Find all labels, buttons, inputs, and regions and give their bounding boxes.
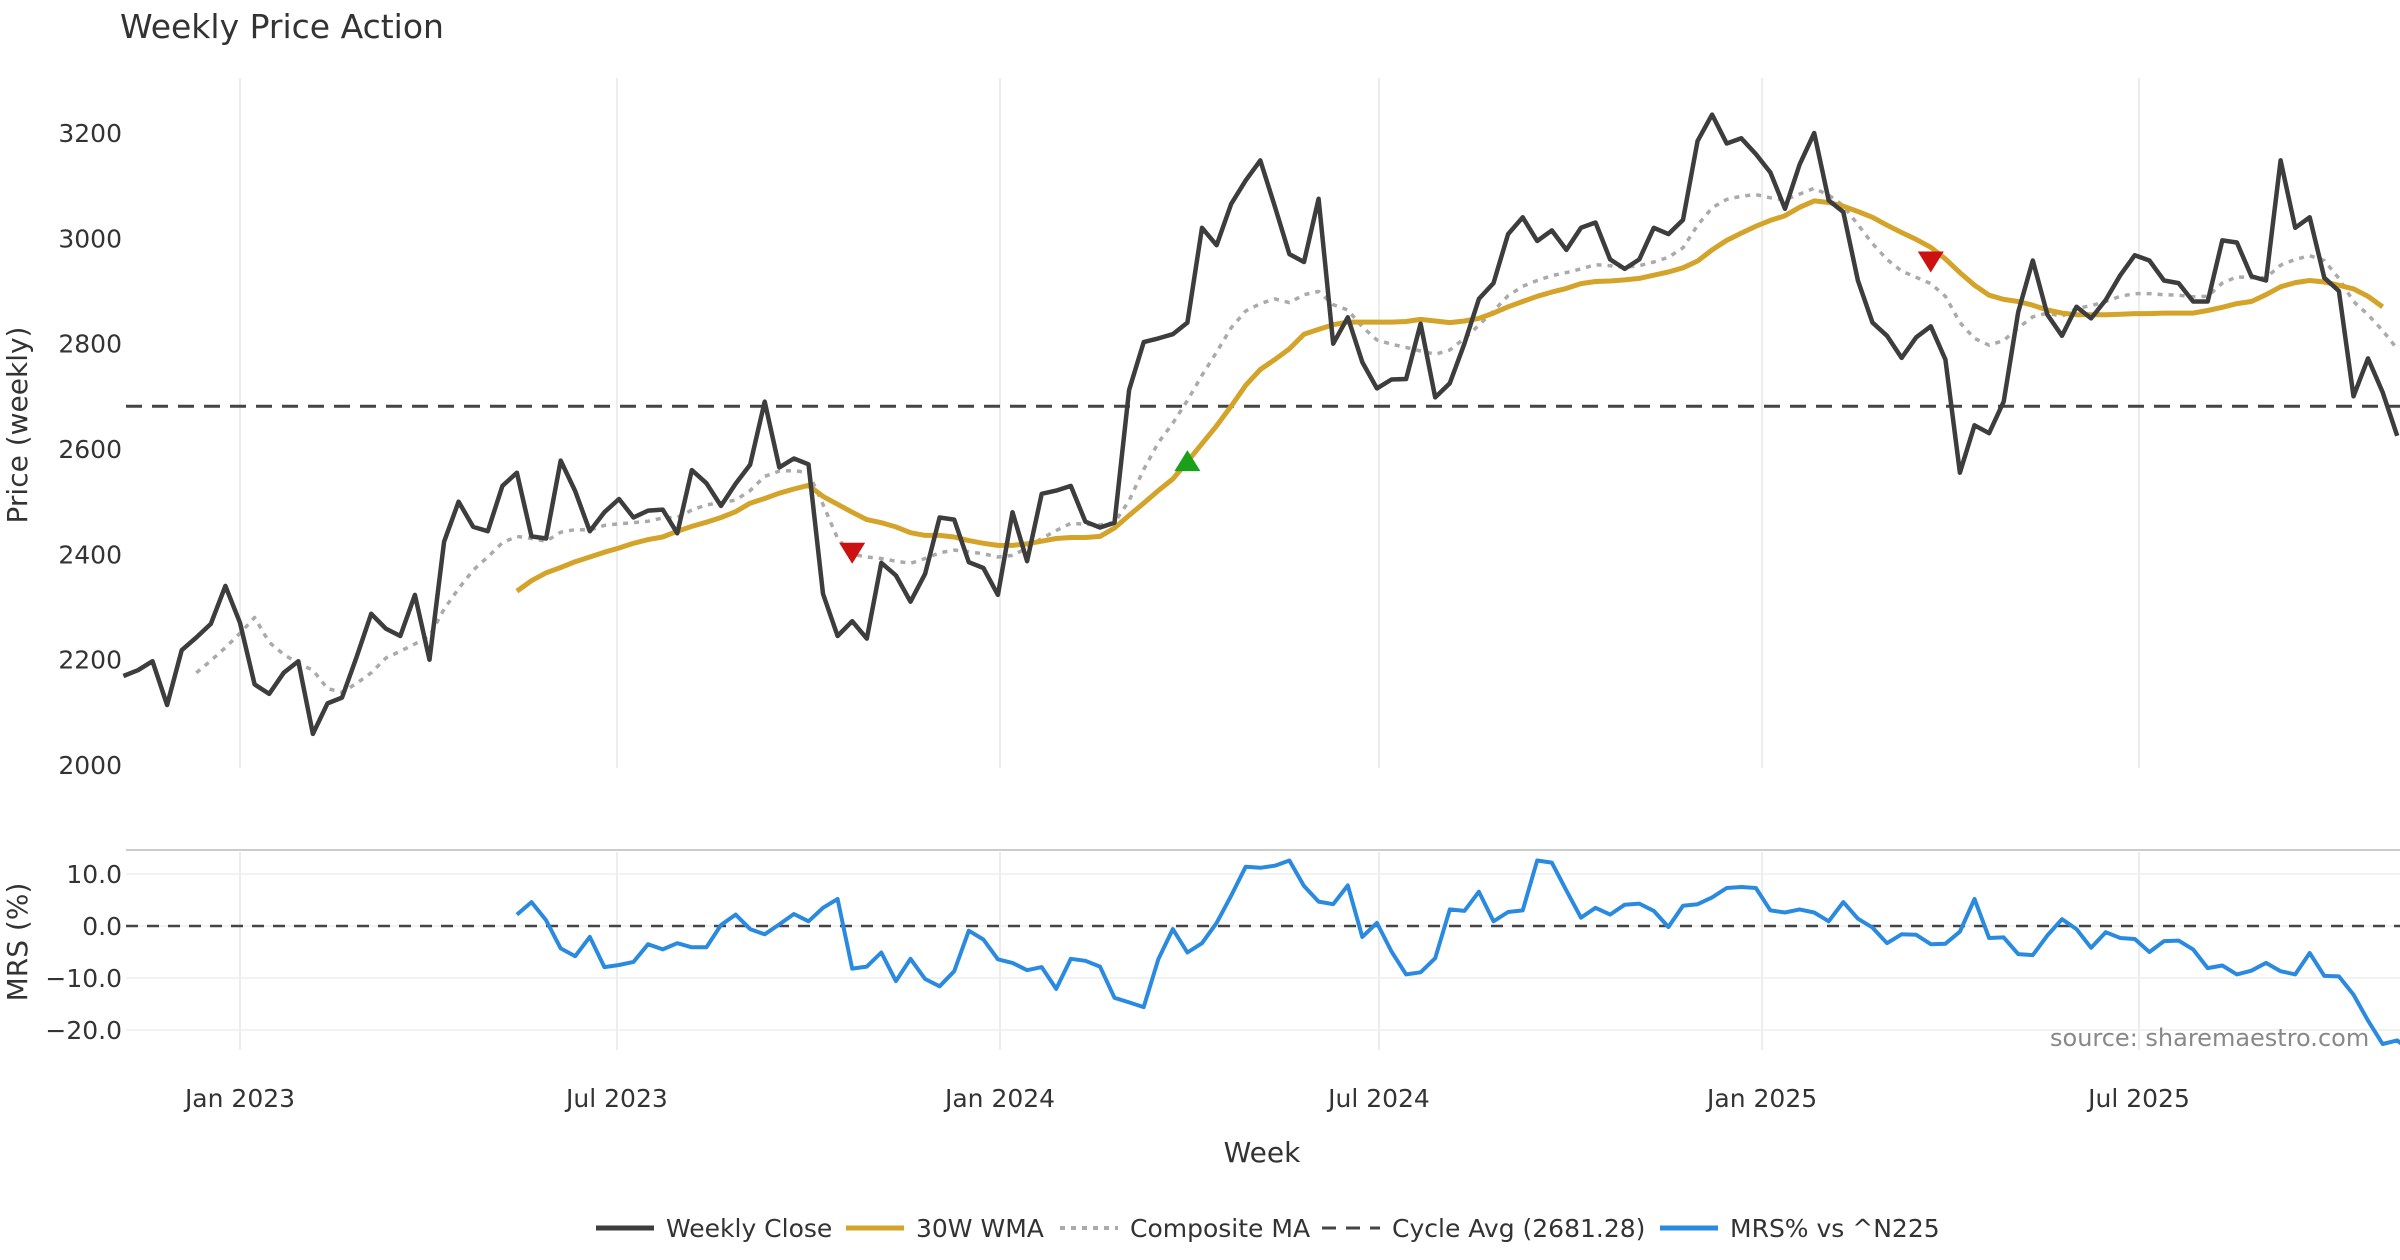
price-y-tick-label: 3000 xyxy=(58,224,122,253)
mrs-y-tick-label: −10.0 xyxy=(45,964,122,993)
buy-signal-marker xyxy=(1174,450,1201,472)
grid-lines xyxy=(126,78,2400,1050)
x-tick-label: Jul 2023 xyxy=(564,1084,668,1113)
mrs-panel: −20.0 −10.0 0.0 10.0 xyxy=(45,849,2400,1046)
x-tick-label: Jan 2024 xyxy=(943,1084,1055,1113)
sell-signal-marker xyxy=(1917,251,1944,273)
legend-label: Composite MA xyxy=(1130,1214,1310,1243)
x-tick-label: Jul 2024 xyxy=(1326,1084,1430,1113)
x-axis-label: Week xyxy=(1224,1136,1301,1169)
price-y-tick-label: 2200 xyxy=(58,646,122,675)
x-axis: Jan 2023 Jul 2023 Jan 2024 Jul 2024 Jan 2025… xyxy=(183,1084,2190,1113)
legend: Weekly Close 30W WMA Composite MA Cycle Avg… xyxy=(596,1214,1940,1243)
legend-label: 30W WMA xyxy=(916,1214,1044,1243)
mrs-line xyxy=(515,858,2400,1046)
price-y-tick-label: 3200 xyxy=(58,119,122,148)
legend-label: MRS% vs ^N225 xyxy=(1730,1214,1940,1243)
source-note: source: sharemaestro.com xyxy=(2050,1024,2369,1052)
chart-title: Weekly Price Action xyxy=(120,7,444,46)
price-y-tick-label: 2800 xyxy=(58,330,122,359)
composite-ma-line xyxy=(195,186,2399,695)
mrs-y-axis-label: MRS (%) xyxy=(1,883,34,1002)
mrs-y-tick-label: 0.0 xyxy=(82,912,122,941)
price-y-axis-label: Price (weekly) xyxy=(1,327,34,524)
x-tick-label: Jan 2023 xyxy=(183,1084,295,1113)
mrs-y-tick-label: −20.0 xyxy=(45,1016,122,1045)
mrs-y-tick-label: 10.0 xyxy=(66,860,122,889)
sell-signal-marker xyxy=(839,542,866,564)
price-y-tick-label: 2000 xyxy=(58,751,122,780)
price-y-tick-label: 2600 xyxy=(58,435,122,464)
legend-label: Cycle Avg (2681.28) xyxy=(1392,1214,1645,1243)
wma-30w-line xyxy=(515,198,2385,594)
price-panel: 2000 2200 2400 2600 2800 3000 3200 xyxy=(58,112,2400,780)
x-tick-label: Jan 2025 xyxy=(1705,1084,1817,1113)
x-tick-label: Jul 2025 xyxy=(2086,1084,2190,1113)
price-y-tick-label: 2400 xyxy=(58,540,122,569)
legend-label: Weekly Close xyxy=(666,1214,832,1243)
weekly-close-line xyxy=(122,112,2400,737)
